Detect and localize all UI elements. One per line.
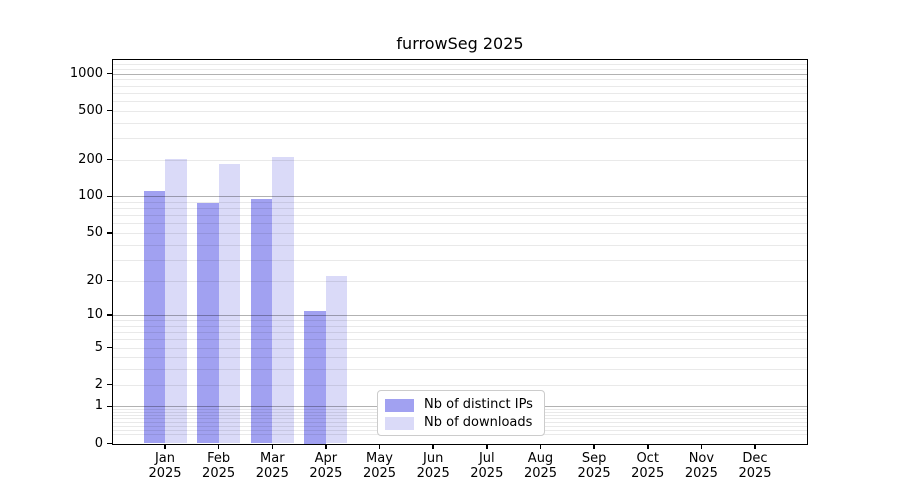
x-tick-label: Nov 2025 <box>684 450 718 481</box>
y-tick-label: 20 <box>86 272 103 288</box>
x-tick-label: Jun 2025 <box>416 450 450 481</box>
y-tick-label: 2 <box>94 376 103 392</box>
chart-title: furrowSeg 2025 <box>396 34 524 53</box>
y-tick-label: 5 <box>94 339 103 355</box>
y-tick-label: 500 <box>78 102 103 118</box>
y-tick-label: 0 <box>94 435 103 451</box>
plot-frame <box>112 59 808 445</box>
x-tick-label: Aug 2025 <box>523 450 558 481</box>
legend-swatch-distinct-ips <box>385 398 414 412</box>
x-tick-label: May 2025 <box>362 450 397 481</box>
x-tick-label: Sep 2025 <box>577 450 611 481</box>
legend: Nb of distinct IPs Nb of downloads <box>377 390 545 436</box>
legend-item-downloads: Nb of downloads <box>385 414 544 432</box>
legend-item-distinct-ips: Nb of distinct IPs <box>385 396 544 414</box>
y-tick-label: 100 <box>78 188 103 204</box>
y-tick-label: 1000 <box>69 65 103 81</box>
y-tick-label: 50 <box>86 225 103 240</box>
x-tick-label: Oct 2025 <box>631 450 665 481</box>
x-tick-label: Apr 2025 <box>309 450 343 481</box>
y-tick-label: 200 <box>78 151 103 167</box>
x-tick-label: Jan 2025 <box>148 450 182 481</box>
x-tick-label: Feb 2025 <box>202 450 236 481</box>
legend-label-distinct-ips: Nb of distinct IPs <box>424 397 533 412</box>
y-tick-label: 1 <box>94 398 103 414</box>
y-tick-label: 10 <box>86 307 103 323</box>
legend-label-downloads: Nb of downloads <box>424 415 533 430</box>
x-tick-label: Dec 2025 <box>738 450 772 481</box>
x-tick-label: Mar 2025 <box>255 450 289 481</box>
x-tick-label: Jul 2025 <box>470 450 504 481</box>
legend-swatch-downloads <box>385 416 414 430</box>
